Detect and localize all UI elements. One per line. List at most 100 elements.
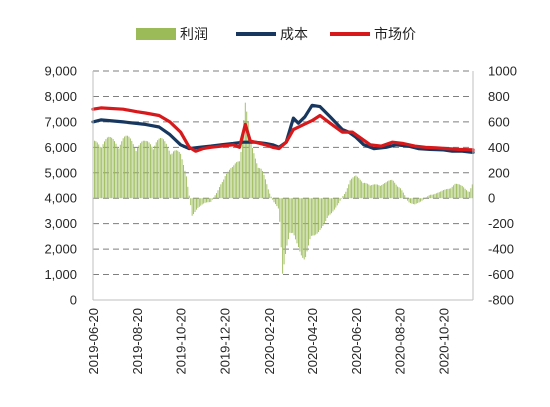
profit-bar: [297, 198, 299, 247]
profit-bar: [187, 186, 189, 199]
right-tick-label: -400: [488, 242, 514, 257]
left-tick-label: 7,000: [44, 114, 77, 129]
profit-bar: [243, 119, 245, 199]
profit-bar: [424, 198, 426, 199]
profit-bar: [121, 141, 123, 199]
profit-bar: [433, 194, 434, 199]
profit-bar: [293, 198, 295, 236]
profit-bar: [331, 198, 332, 214]
profit-bar: [98, 144, 100, 199]
profit-bar: [384, 183, 386, 199]
profit-bar: [444, 189, 446, 199]
profit-bar: [181, 159, 183, 199]
profit-bar: [200, 198, 202, 206]
profit-bar: [470, 188, 472, 199]
profit-bar: [333, 198, 335, 210]
profit-bar: [290, 198, 292, 234]
profit-bar: [375, 184, 377, 199]
profit-bar: [345, 191, 347, 199]
profit-bar: [410, 198, 411, 204]
profit-bar: [224, 176, 226, 199]
profit-bar: [450, 188, 452, 199]
profit-bar: [440, 191, 442, 199]
right-tick-label: 600: [488, 114, 510, 129]
profit-bar: [173, 151, 174, 199]
profit-bar: [368, 184, 370, 199]
profit-bar: [249, 134, 251, 199]
profit-bar: [175, 150, 177, 199]
profit-bar: [131, 141, 133, 199]
profit-bar: [302, 198, 304, 258]
profit-bar: [177, 150, 179, 199]
profit-bar: [342, 195, 344, 199]
profit-bar: [421, 198, 423, 201]
profit-bar: [230, 168, 232, 199]
profit-bar: [257, 167, 259, 199]
profit-bar: [229, 169, 230, 199]
profit-bar: [460, 185, 462, 199]
profit-bar: [273, 198, 275, 203]
profit-bar: [448, 188, 450, 199]
profit-bar: [158, 138, 160, 199]
legend-label: 利润: [180, 27, 208, 43]
profit-bar: [322, 198, 324, 226]
profit-bar: [160, 137, 161, 199]
profit-bar: [378, 185, 380, 199]
profit-bar: [267, 189, 269, 199]
profit-bar: [151, 146, 153, 199]
profit-bar: [213, 197, 215, 199]
profit-bar: [468, 191, 470, 199]
profit-bar: [96, 142, 98, 199]
profit-bar: [341, 198, 342, 199]
profit-bar: [109, 137, 111, 199]
profit-bar: [198, 198, 200, 207]
profit-bar: [285, 198, 286, 254]
profit-bar: [139, 143, 141, 199]
profit-bar: [221, 182, 223, 199]
profit-bar: [292, 198, 294, 233]
profit-bar: [127, 135, 128, 199]
profit-bar: [300, 198, 302, 256]
profit-bar: [104, 141, 105, 199]
profit-bar: [435, 193, 437, 199]
profit-bar: [129, 138, 131, 199]
cost-line: [91, 103, 475, 154]
profit-bar: [389, 180, 391, 199]
x-tick-label: 2020-04-20: [305, 308, 320, 375]
profit-bar: [417, 198, 419, 204]
profit-bar: [434, 193, 436, 199]
profit-bar: [145, 140, 147, 199]
profit-bar: [155, 142, 157, 199]
legend-label: 市场价: [374, 26, 416, 43]
profit-bar: [188, 195, 190, 199]
profit-bar: [270, 196, 272, 199]
profit-bar: [339, 198, 341, 201]
right-tick-label: 1000: [488, 64, 517, 79]
profit-bars: [92, 102, 473, 274]
profit-bar: [112, 139, 114, 199]
profit-bar: [208, 198, 210, 203]
left-tick-label: 5,000: [44, 165, 77, 180]
profit-bar: [415, 198, 417, 204]
profit-bar: [252, 147, 253, 199]
profit-bar: [399, 188, 401, 199]
profit-bar: [246, 111, 248, 199]
profit-bar: [253, 153, 255, 199]
profit-bar: [269, 193, 271, 199]
profit-bar: [250, 143, 252, 199]
profit-bar: [197, 198, 199, 208]
profit-bar: [266, 184, 268, 199]
profit-bar: [461, 185, 463, 199]
profit-bar: [216, 193, 218, 199]
profit-bar: [168, 150, 170, 199]
profit-bar: [425, 197, 427, 199]
profit-bar: [218, 187, 220, 199]
profit-bar: [201, 198, 203, 205]
profit-bar: [277, 198, 279, 209]
profit-bar: [382, 184, 384, 199]
profit-bar: [405, 197, 407, 199]
profit-bar: [313, 198, 315, 236]
profit-bar: [387, 181, 388, 199]
profit-bar: [132, 144, 134, 199]
profit-bar: [466, 190, 467, 199]
